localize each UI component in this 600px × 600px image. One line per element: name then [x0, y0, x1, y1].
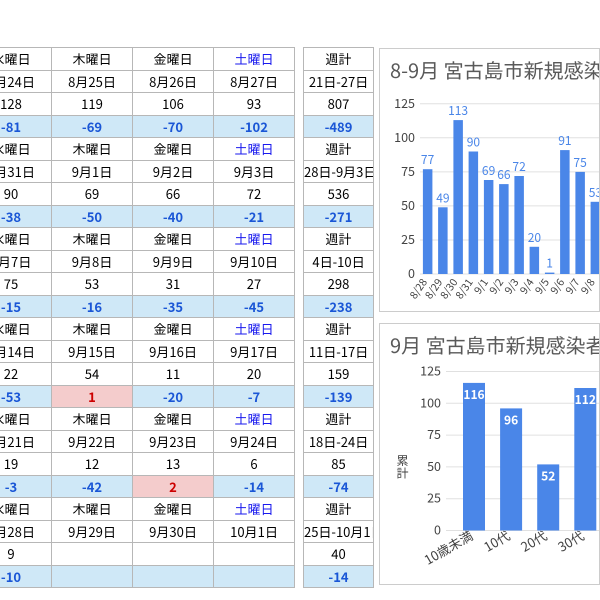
- svg-text:100: 100: [394, 127, 415, 146]
- svg-text:9/8: 9/8: [577, 276, 598, 298]
- svg-text:25: 25: [427, 487, 441, 506]
- svg-text:90: 90: [467, 134, 481, 151]
- svg-text:52: 52: [541, 467, 555, 484]
- svg-text:116: 116: [463, 385, 484, 402]
- svg-text:49: 49: [436, 189, 450, 206]
- svg-text:50: 50: [427, 455, 441, 474]
- svg-text:66: 66: [497, 166, 511, 183]
- svg-text:75: 75: [427, 424, 441, 443]
- svg-text:75: 75: [401, 161, 415, 180]
- svg-text:50: 50: [401, 195, 415, 214]
- svg-text:113: 113: [448, 102, 468, 119]
- svg-text:69: 69: [482, 162, 496, 179]
- svg-text:112: 112: [575, 391, 596, 408]
- svg-text:125: 125: [394, 93, 415, 112]
- svg-text:72: 72: [512, 158, 526, 175]
- svg-text:1: 1: [546, 255, 553, 272]
- svg-text:75: 75: [573, 154, 587, 171]
- svg-text:96: 96: [504, 411, 518, 428]
- svg-text:53: 53: [589, 184, 600, 201]
- svg-text:25: 25: [401, 229, 415, 248]
- svg-text:20: 20: [528, 229, 542, 246]
- svg-text:100: 100: [420, 392, 441, 411]
- svg-text:0: 0: [434, 519, 441, 538]
- svg-text:125: 125: [420, 364, 441, 380]
- svg-text:0: 0: [408, 263, 415, 282]
- svg-text:91: 91: [558, 132, 571, 149]
- svg-text:77: 77: [421, 151, 435, 168]
- svg-text:10歳未満: 10歳未満: [420, 525, 476, 568]
